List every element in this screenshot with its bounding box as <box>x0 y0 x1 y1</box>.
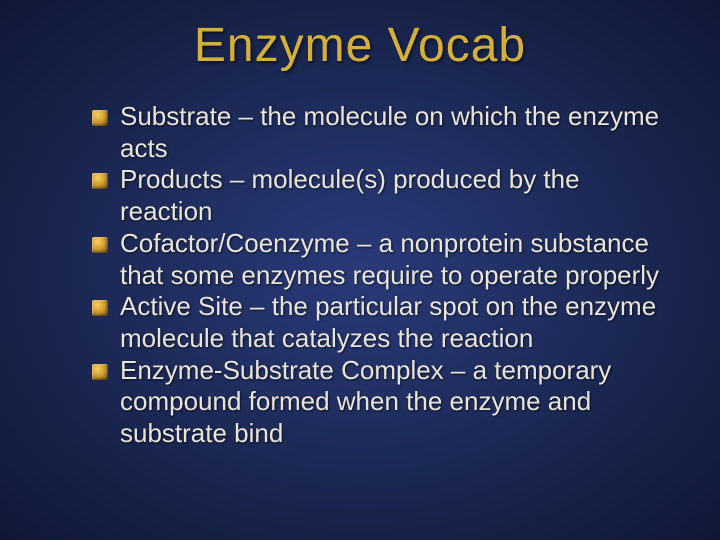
slide: Enzyme Vocab Substrate – the molecule on… <box>0 0 720 540</box>
bullet-icon <box>92 110 108 126</box>
item-text: Active Site – the particular spot on the… <box>120 291 670 354</box>
bullet-icon <box>92 300 108 316</box>
list-item: Active Site – the particular spot on the… <box>92 291 670 354</box>
item-text: Enzyme-Substrate Complex – a temporary c… <box>120 355 670 450</box>
slide-content: Substrate – the molecule on which the en… <box>50 101 670 450</box>
bullet-icon <box>92 173 108 189</box>
list-item: Substrate – the molecule on which the en… <box>92 101 670 164</box>
bullet-icon <box>92 237 108 253</box>
item-text: Substrate – the molecule on which the en… <box>120 101 670 164</box>
list-item: Cofactor/Coenzyme – a nonprotein substan… <box>92 228 670 291</box>
item-text: Products – molecule(s) produced by the r… <box>120 164 670 227</box>
list-item: Enzyme-Substrate Complex – a temporary c… <box>92 355 670 450</box>
bullet-icon <box>92 364 108 380</box>
item-text: Cofactor/Coenzyme – a nonprotein substan… <box>120 228 670 291</box>
slide-title: Enzyme Vocab <box>50 18 670 73</box>
list-item: Products – molecule(s) produced by the r… <box>92 164 670 227</box>
